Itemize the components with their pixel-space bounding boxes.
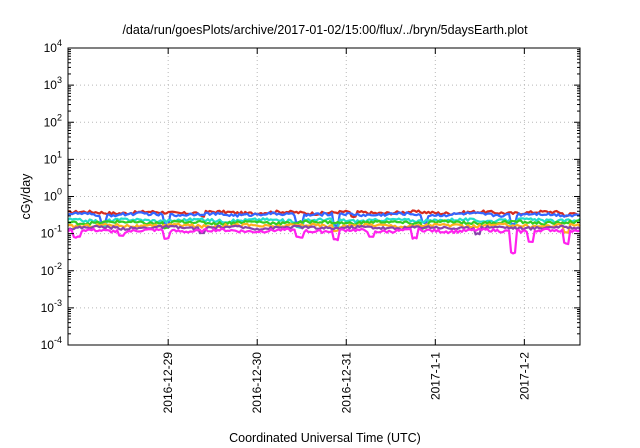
y-axis-label: cGy/day: [19, 173, 33, 220]
x-tick-label: 2016-12-30: [250, 352, 264, 414]
series-line-6: [67, 224, 581, 236]
y-tick-label: 10-1: [41, 224, 62, 241]
y-tick-label: 10-2: [41, 261, 62, 278]
x-axis-label: Coordinated Universal Time (UTC): [229, 431, 421, 445]
grid: [68, 48, 580, 345]
series-line-2: [67, 211, 581, 227]
series-line-7: [67, 227, 581, 255]
y-tick-label: 104: [44, 38, 62, 55]
series-line-5: [67, 222, 581, 234]
y-tick-label: 100: [44, 187, 62, 204]
chart-title: /data/run/goesPlots/archive/2017-01-02/1…: [122, 23, 528, 37]
y-tick-label: 10-3: [41, 298, 62, 315]
y-tick-labels: 10-4 10-3 10-2 10-1 100 101 102 103 104: [41, 38, 62, 352]
x-tick-label: 2016-12-29: [161, 352, 175, 414]
y-tick-label: 10-4: [41, 335, 62, 352]
series-group: [67, 209, 581, 255]
x-tick-labels: 2016-12-29 2016-12-30 2016-12-31 2017-1-1 20…: [161, 352, 531, 414]
x-tick-label: 2016-12-31: [339, 352, 353, 414]
y-tick-label: 103: [44, 75, 62, 92]
x-tick-label: 2017-1-1: [428, 352, 442, 400]
y-tick-label: 102: [44, 112, 62, 129]
axis-ticks: [68, 47, 580, 346]
series-line-4: [67, 219, 580, 230]
y-tick-label: 101: [44, 149, 62, 166]
x-tick-label: 2017-1-2: [517, 352, 531, 400]
